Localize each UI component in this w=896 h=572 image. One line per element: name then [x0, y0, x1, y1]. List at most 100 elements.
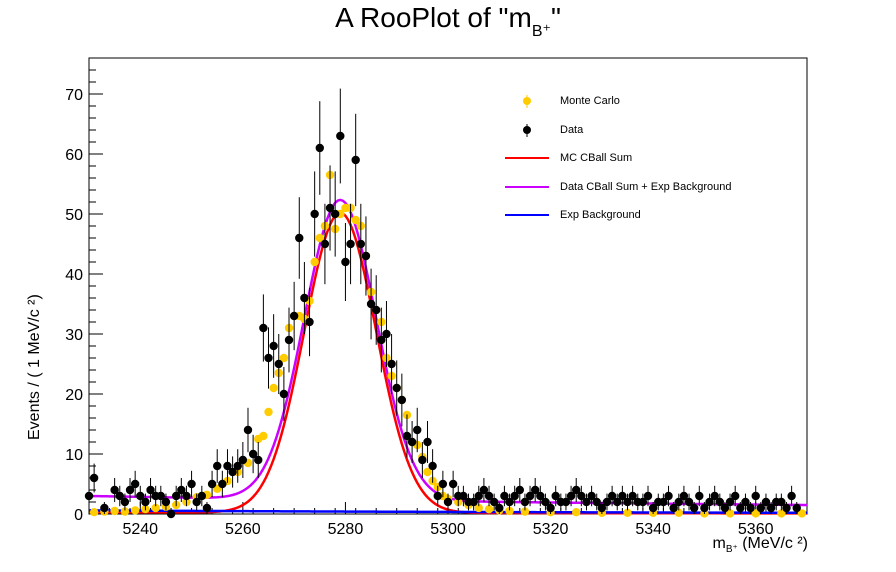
- legend-item-data: Data: [505, 117, 805, 146]
- legend-marker-monte-carlo: [523, 95, 531, 108]
- point-data: [289, 311, 299, 321]
- point-data: [423, 437, 432, 447]
- point-data: [141, 497, 150, 507]
- point-data: [792, 503, 801, 513]
- legend-label-data: Data: [560, 123, 584, 136]
- x-tick-label: 5280: [328, 521, 364, 538]
- legend-line-data-cball-sum: [505, 185, 549, 188]
- point-monte-carlo: [725, 509, 735, 518]
- point-data: [638, 497, 648, 507]
- point-data: [505, 497, 514, 507]
- point-data: [125, 485, 135, 495]
- x-axis-label-units: (MeV/c ²): [737, 535, 808, 552]
- point-data: [500, 491, 509, 501]
- y-tick-label: 40: [65, 267, 83, 284]
- point-data: [89, 473, 99, 483]
- point-monte-carlo: [505, 506, 514, 516]
- legend: Monte Carlo Data MC CBall Sum Data CBall…: [505, 88, 805, 231]
- point-data: [623, 497, 632, 507]
- point-data: [756, 503, 766, 513]
- point-data: [402, 431, 412, 441]
- point-data: [561, 497, 571, 507]
- point-data: [674, 497, 683, 507]
- point-data: [325, 203, 335, 213]
- point-data: [474, 491, 483, 501]
- point-data: [366, 299, 376, 309]
- x-tick-label: 5320: [533, 521, 569, 538]
- point-data: [572, 485, 581, 495]
- point-monte-carlo: [797, 509, 807, 518]
- point-data: [182, 491, 191, 501]
- point-data: [243, 425, 253, 435]
- point-data: [361, 251, 371, 261]
- y-axis-label: Events / ( 1 MeV/c ²): [26, 294, 43, 440]
- point-data: [397, 395, 407, 405]
- point-monte-carlo: [623, 508, 632, 517]
- point-data: [751, 491, 760, 501]
- x-axis-label-main: m: [712, 535, 726, 552]
- point-data: [382, 329, 391, 339]
- point-data: [428, 461, 437, 471]
- point-data: [356, 239, 366, 249]
- point-data: [146, 485, 155, 495]
- point-data: [541, 497, 550, 507]
- point-data: [695, 491, 704, 501]
- point-data: [315, 143, 324, 153]
- point-data: [120, 497, 130, 507]
- point-monte-carlo: [777, 509, 786, 518]
- point-data: [100, 503, 109, 513]
- point-monte-carlo: [520, 507, 530, 516]
- point-data: [582, 497, 591, 507]
- point-data: [346, 239, 355, 249]
- point-data: [279, 389, 289, 399]
- point-data: [715, 497, 725, 507]
- fit-curves: [88, 198, 808, 515]
- point-monte-carlo: [151, 503, 160, 513]
- legend-line-exp-background: [505, 214, 549, 216]
- point-data: [207, 479, 217, 489]
- point-data: [551, 491, 560, 501]
- point-data: [171, 491, 181, 501]
- point-data: [566, 491, 576, 501]
- point-data: [156, 491, 165, 501]
- legend-item-data-cball-sum: Data CBall Sum + Exp Background: [505, 174, 805, 203]
- point-data: [300, 293, 309, 303]
- chart-title-main: A RooPlot of "m: [335, 2, 532, 33]
- point-data: [310, 209, 319, 219]
- point-data: [777, 497, 786, 507]
- point-data: [479, 485, 489, 495]
- point-data: [587, 491, 596, 501]
- point-data: [351, 155, 360, 165]
- point-monte-carlo: [351, 215, 360, 225]
- point-data: [372, 305, 381, 315]
- point-data: [613, 497, 622, 507]
- curve-data-cball-sum-exp-background: [88, 198, 808, 507]
- point-monte-carlo: [751, 509, 760, 518]
- point-data: [525, 491, 535, 501]
- y-tick-label: 30: [65, 327, 83, 344]
- point-data: [459, 491, 468, 501]
- point-data: [741, 497, 750, 507]
- point-data: [84, 491, 94, 501]
- x-tick-label: 5300: [430, 521, 466, 538]
- chart-title-end: ": [550, 2, 561, 33]
- point-data: [725, 497, 735, 507]
- y-tick-label: 0: [74, 507, 83, 524]
- chart-title: A RooPlot of "mB⁺": [0, 2, 896, 41]
- point-monte-carlo: [269, 383, 278, 393]
- point-data: [264, 353, 273, 363]
- point-data: [684, 497, 694, 507]
- point-data: [469, 497, 478, 507]
- point-data: [761, 497, 771, 507]
- point-data: [269, 341, 278, 351]
- point-data: [618, 491, 627, 501]
- point-data: [669, 503, 678, 513]
- legend-label-mc-cball-sum: MC CBall Sum: [560, 152, 633, 164]
- point-data: [197, 491, 207, 501]
- point-data: [166, 509, 176, 519]
- legend-item-monte-carlo: Monte Carlo: [505, 88, 805, 117]
- legend-label-monte-carlo: Monte Carlo: [560, 95, 620, 107]
- y-tick-label: 60: [65, 147, 83, 164]
- legend-label-data-cball-sum: Data CBall Sum + Exp Background: [560, 180, 732, 193]
- chart-title-sub: B⁺: [531, 23, 551, 40]
